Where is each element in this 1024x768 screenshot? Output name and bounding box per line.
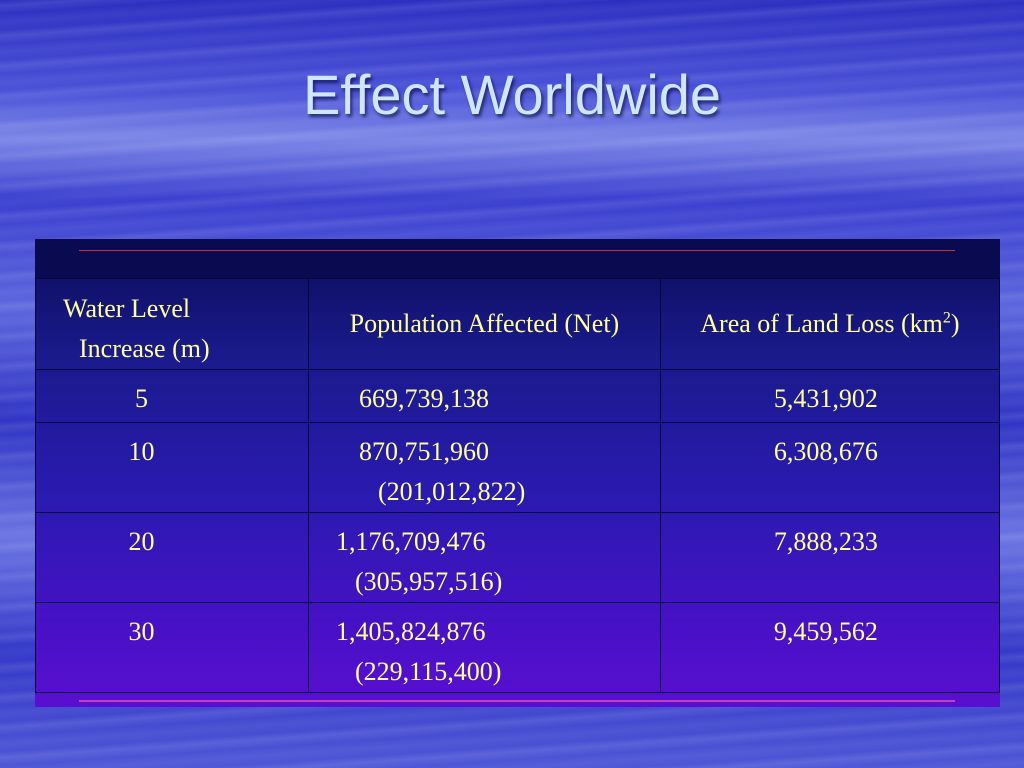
population-subvalue: (229,115,400) [355,657,502,686]
population-value: 870,751,960 [359,437,490,466]
level-value: 20 [128,527,155,556]
population-subvalue: (305,957,516) [355,567,503,596]
cell-level: 20 [34,512,310,603]
top-divider-line [79,250,955,251]
population-subvalue: (201,012,822) [378,477,526,506]
level-value: 10 [128,437,155,466]
slide-title: Effect Worldwide [302,63,722,126]
cell-area: 6,308,676 [659,422,1001,513]
header-water-level-line1: Water Level [63,294,191,323]
cell-area: 9,459,562 [659,602,1001,693]
table-row: 5 669,739,138 5,431,902 [34,369,1001,423]
header-area: Area of Land Loss (km2) [659,278,1001,370]
population-value: 1,405,824,876 [336,617,486,646]
level-value: 30 [128,617,155,646]
header-population: Population Affected (Net) [308,278,661,370]
level-value: 5 [135,384,148,413]
cell-level: 5 [34,369,310,423]
table-top-band [35,239,1000,278]
table-row: 30 1,405,824,876 (229,115,400) 9,459,562 [34,602,1001,693]
cell-area: 7,888,233 [659,512,1001,603]
population-value: 669,739,138 [359,384,490,413]
bottom-divider-line [79,700,955,702]
cell-level: 10 [34,422,310,513]
header-area-close: ) [950,309,960,338]
cell-population: 669,739,138 [308,369,661,423]
table-header-row: Water Level Increase (m) Population Affe… [34,278,1001,370]
cell-area: 5,431,902 [659,369,1001,423]
header-water-level-line2: Increase (m) [79,334,210,363]
header-area-superscript: 2 [942,309,951,327]
population-value: 1,176,709,476 [336,527,486,556]
sea-level-effects-table: Water Level Increase (m) Population Affe… [34,278,1001,693]
header-water-level: Water Level Increase (m) [34,278,310,370]
table-row: 20 1,176,709,476 (305,957,516) 7,888,233 [34,512,1001,603]
table-row: 10 870,751,960 (201,012,822) 6,308,676 [34,422,1001,513]
data-table-container: Water Level Increase (m) Population Affe… [34,239,1001,707]
cell-population: 1,176,709,476 (305,957,516) [308,512,661,603]
header-area-text: Area of Land Loss (km [700,309,943,338]
cell-population: 870,751,960 (201,012,822) [308,422,661,513]
cell-population: 1,405,824,876 (229,115,400) [308,602,661,693]
cell-level: 30 [34,602,310,693]
